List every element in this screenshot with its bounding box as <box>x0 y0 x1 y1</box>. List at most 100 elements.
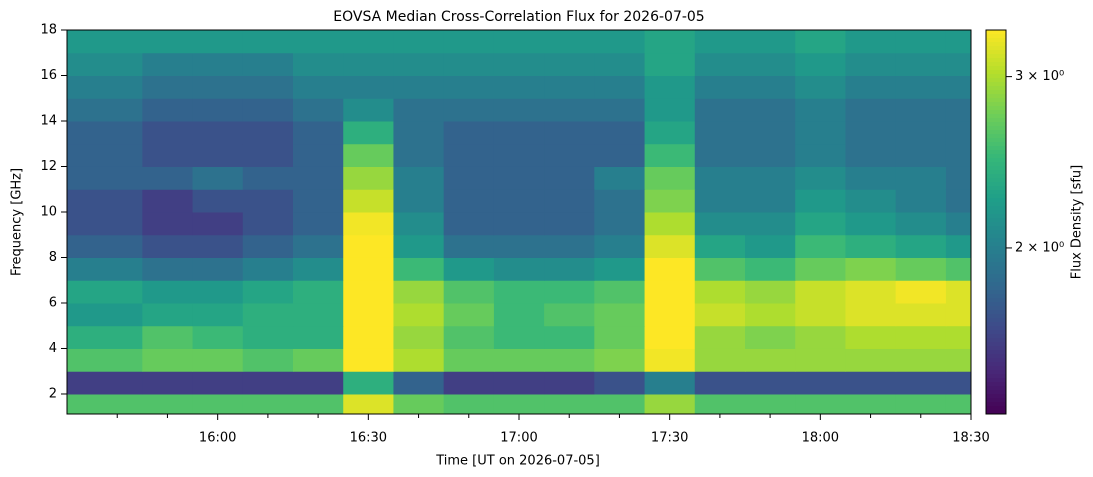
colorbar-step <box>986 386 1006 391</box>
cell <box>945 371 972 395</box>
colorbar-step <box>986 274 1006 279</box>
colorbar-step <box>986 398 1006 403</box>
cell <box>67 211 143 236</box>
colorbar-step <box>986 138 1006 143</box>
cell <box>343 371 394 395</box>
cell <box>293 166 344 190</box>
cell <box>544 30 595 54</box>
colorbar-step <box>986 178 1006 183</box>
cell <box>293 120 344 145</box>
cell <box>694 30 746 54</box>
cell <box>895 325 947 349</box>
cell <box>293 280 344 304</box>
cell <box>293 75 344 99</box>
cell <box>594 325 646 349</box>
cell <box>895 120 947 145</box>
cell <box>694 98 746 122</box>
cell <box>945 302 972 327</box>
cell <box>945 234 972 258</box>
cell <box>745 75 796 99</box>
cell <box>795 98 846 122</box>
colorbar-step <box>986 150 1006 155</box>
cell <box>242 325 294 349</box>
colorbar-step <box>986 126 1006 131</box>
cell <box>393 280 445 304</box>
cell <box>293 257 344 281</box>
colorbar-step <box>986 190 1006 195</box>
cell <box>343 120 394 145</box>
cell <box>67 75 143 99</box>
cell <box>67 280 143 304</box>
colorbar-step <box>986 286 1006 291</box>
cell <box>493 302 545 327</box>
colorbar-step <box>986 402 1006 407</box>
cell <box>443 371 495 395</box>
cell <box>343 52 394 76</box>
cell <box>895 393 947 415</box>
cell <box>493 211 545 236</box>
cell <box>67 143 143 167</box>
colorbar-label: Flux Density [sfu] <box>1070 165 1085 279</box>
cell <box>644 348 696 372</box>
x-tick-label: 16:30 <box>350 431 387 446</box>
colorbar-step <box>986 134 1006 139</box>
colorbar-frame <box>985 29 1007 415</box>
cell <box>544 98 595 122</box>
cell <box>644 325 696 349</box>
cell <box>192 371 244 395</box>
colorbar-step <box>986 346 1006 351</box>
colorbar-step <box>986 30 1006 35</box>
cell <box>192 302 244 327</box>
cell <box>293 30 344 54</box>
cell <box>343 189 394 213</box>
cell <box>343 257 394 281</box>
cell <box>343 393 394 415</box>
cell <box>694 143 746 167</box>
cell <box>443 98 495 122</box>
cell <box>895 234 947 258</box>
cell <box>493 257 545 281</box>
cell <box>192 393 244 415</box>
y-tick-label: 16 <box>40 68 57 83</box>
colorbar-step <box>986 326 1006 331</box>
colorbar-step <box>986 390 1006 395</box>
cell <box>192 325 244 349</box>
cell <box>67 325 143 349</box>
cell <box>845 75 897 99</box>
cell <box>67 348 143 372</box>
cell <box>293 189 344 213</box>
cell <box>745 120 796 145</box>
cell <box>293 302 344 327</box>
cell <box>895 280 947 304</box>
cell <box>493 393 545 415</box>
cell <box>945 120 972 145</box>
cell <box>845 302 897 327</box>
cell <box>142 348 194 372</box>
colorbar-step <box>986 330 1006 335</box>
colorbar-step <box>986 98 1006 103</box>
colorbar-step <box>986 334 1006 339</box>
colorbar-tick-label: 2 × 10⁰ <box>1015 240 1064 255</box>
cell <box>795 280 846 304</box>
cell <box>393 98 445 122</box>
cell <box>694 302 746 327</box>
colorbar-step <box>986 38 1006 43</box>
cell <box>745 143 796 167</box>
cell <box>795 143 846 167</box>
cell <box>544 280 595 304</box>
cell <box>192 234 244 258</box>
cell <box>945 143 972 167</box>
cell <box>142 371 194 395</box>
cell <box>393 257 445 281</box>
cell <box>544 371 595 395</box>
cell <box>443 302 495 327</box>
cell <box>142 120 194 145</box>
cell <box>293 371 344 395</box>
cell <box>694 257 746 281</box>
cell <box>644 302 696 327</box>
cell <box>544 348 595 372</box>
cell <box>67 371 143 395</box>
cell <box>293 393 344 415</box>
cell <box>594 120 646 145</box>
cell <box>393 75 445 99</box>
